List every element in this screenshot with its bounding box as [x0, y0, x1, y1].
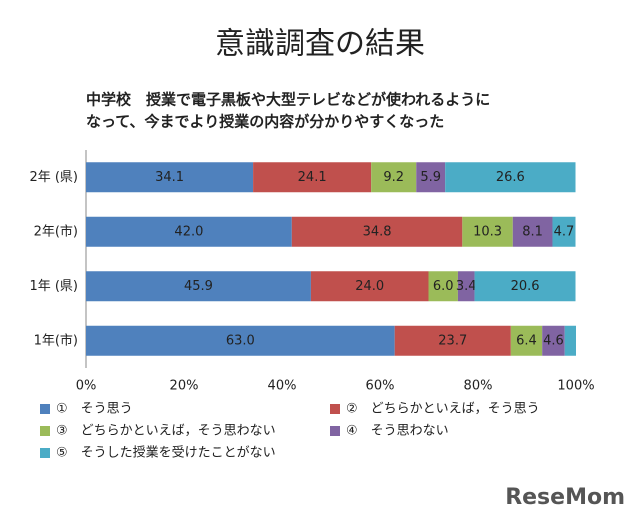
bar-segment — [457, 271, 475, 302]
data-label: 34.8 — [363, 224, 392, 239]
bar-segment — [510, 325, 543, 356]
legend-label: ② どちらかといえば，そう思う — [346, 402, 540, 417]
bar-segment — [253, 162, 372, 193]
bar-segment — [552, 216, 576, 247]
bar-segment — [310, 271, 429, 302]
subtitle: なって、今までより授業の内容が分かりやすくなった — [86, 113, 444, 131]
bar-segment — [416, 162, 446, 193]
data-label: 4.6 — [543, 333, 564, 348]
x-tick-label: 20% — [170, 379, 199, 394]
bar-segment — [462, 216, 513, 247]
data-label: 6.0 — [433, 279, 454, 294]
x-tick-label: 100% — [557, 379, 594, 394]
bar-segment — [86, 162, 254, 193]
data-label: 4.7 — [554, 224, 575, 239]
data-label: 10.3 — [473, 224, 502, 239]
legend-swatch — [40, 426, 50, 436]
data-label: 42.0 — [174, 224, 203, 239]
chart-title: 意識調査の結果 — [215, 27, 425, 62]
watermark: ReseMom — [505, 485, 625, 510]
legend-label: ④ そう思わない — [346, 424, 449, 439]
bar-segment — [86, 271, 311, 302]
subtitle: 中学校 授業で電子黒板や大型テレビなどが使われるように — [86, 91, 490, 109]
bar-segment — [394, 325, 511, 356]
data-label: 23.7 — [438, 333, 467, 348]
data-label: 9.2 — [383, 170, 404, 185]
data-label: 45.9 — [184, 279, 213, 294]
x-tick-label: 80% — [464, 379, 493, 394]
y-tick-label: 2年(市) — [34, 223, 78, 239]
bar-segment — [512, 216, 553, 247]
legend-swatch — [330, 426, 340, 436]
x-tick-label: 0% — [76, 379, 97, 394]
data-label: 63.0 — [226, 333, 255, 348]
legend-label: ③ どちらかといえば，そう思わない — [56, 424, 276, 439]
bar-segment — [474, 271, 576, 302]
x-tick-label: 40% — [268, 379, 297, 394]
y-tick-label: 1年 (県) — [29, 279, 78, 294]
data-label: 24.0 — [355, 279, 384, 294]
bar-segment — [428, 271, 458, 302]
bar-segment — [445, 162, 576, 193]
y-tick-label: 1年(市) — [34, 332, 78, 348]
data-label: 26.6 — [496, 170, 525, 185]
legend-swatch — [40, 404, 50, 414]
data-label: 3.4 — [456, 279, 477, 294]
data-label: 24.1 — [298, 170, 327, 185]
bar-segment — [542, 325, 565, 356]
legend-label: ⑤ そうした授業を受けたことがない — [56, 445, 276, 461]
data-label: 5.9 — [420, 170, 441, 185]
bar-segment — [564, 325, 576, 356]
legend-swatch — [330, 404, 340, 414]
bar-segment — [86, 216, 292, 247]
legend-swatch — [40, 448, 50, 458]
bar-segment — [291, 216, 463, 247]
data-label: 34.1 — [155, 170, 184, 185]
data-label: 8.1 — [522, 224, 543, 239]
legend-label: ① そう思う — [56, 402, 133, 417]
x-tick-label: 60% — [366, 379, 395, 394]
bar-segment — [86, 325, 395, 356]
data-label: 6.4 — [516, 333, 537, 348]
data-label: 20.6 — [511, 279, 540, 294]
y-tick-label: 2年 (県) — [29, 170, 78, 185]
bar-segment — [371, 162, 417, 193]
